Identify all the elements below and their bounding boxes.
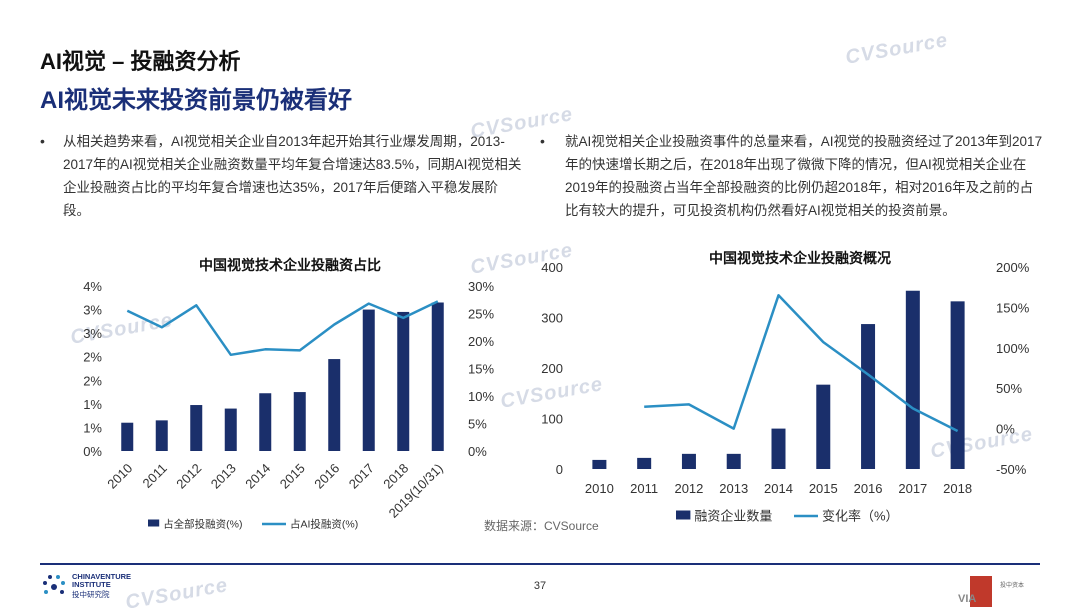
x-tick-label: 2018 [380, 461, 411, 492]
y-left-tick-label: 200 [541, 361, 563, 376]
y-right-tick-label: 15% [468, 362, 494, 377]
x-tick-label: 2010 [585, 481, 614, 496]
bullet-marker: • [540, 133, 545, 149]
bar [397, 311, 410, 451]
x-tick-label: 2012 [674, 481, 703, 496]
y-left-tick-label: 4% [83, 279, 102, 294]
footer-divider [40, 563, 1040, 565]
y-left-tick-label: 2% [83, 373, 102, 388]
x-tick-label: 2017 [346, 461, 377, 492]
y-left-tick-label: 300 [541, 311, 563, 326]
legend-bar-swatch [148, 519, 160, 527]
chart-right: 0 100 200 300 400 -50% 0% 50% 100% 150% 200% 2010 20… [541, 260, 1030, 524]
y-left-tick-label: 2% [83, 350, 102, 365]
y-right-tick-label: 0% [468, 444, 487, 459]
y-left-tick-label: 100 [541, 412, 563, 427]
y-left-tick-label: 1% [83, 397, 102, 412]
bar [905, 290, 920, 469]
chart-title-left: 中国视觉技术企业投融资占比 [199, 257, 381, 273]
source-note: 数据来源：CVSource [484, 519, 599, 533]
bar [771, 428, 786, 469]
legend-label: 占全部投融资(%) [163, 517, 242, 530]
bar [637, 457, 652, 469]
x-tick-label: 2014 [764, 481, 793, 496]
bar [155, 420, 168, 451]
bar [681, 453, 696, 469]
y-right-tick-label: 20% [468, 334, 494, 349]
watermark: CVSource [843, 29, 950, 69]
bar [592, 459, 607, 469]
bar [431, 302, 444, 451]
bar [293, 392, 306, 451]
chart-title-right: 中国视觉技术企业投融资概况 [709, 250, 891, 266]
y-left-tick-label: 0 [556, 462, 563, 477]
bullet-text-left: 从相关趋势来看，AI视觉相关企业自2013年起开始其行业爆发周期，2013-20… [63, 134, 522, 218]
logo-text-cn: 投中研究院 [72, 590, 110, 599]
y-left-tick-label: 0% [83, 444, 102, 459]
chinaventure-logo-icon [43, 575, 65, 594]
page-title: AI视觉 – 投融资分析 [40, 49, 241, 74]
page-subtitle: AI视觉未来投资前景仍被看好 [40, 87, 352, 114]
x-tick-label: 2014 [242, 461, 273, 492]
x-tick-label: 2015 [277, 461, 308, 492]
y-right-tick-label: 100% [996, 341, 1030, 356]
chart-left: 0%1%1%2%2%3%3%4%0%5%10%15%20%25%30%2010 2… [83, 279, 494, 530]
legend-label: 融资企业数量 [694, 509, 772, 524]
bar [816, 384, 831, 469]
via-logo-cn: 投中资本 [1000, 583, 1025, 589]
y-left-tick-label: 3% [83, 326, 102, 341]
bar [328, 359, 341, 451]
x-tick-label: 2012 [173, 461, 204, 492]
y-right-tick-label: 0% [996, 422, 1015, 437]
bullet-marker: • [40, 133, 45, 149]
page-number: 37 [533, 580, 547, 592]
legend-label: 占AI投融资(%) [290, 517, 358, 530]
bar [950, 301, 965, 469]
y-right-tick-label: 30% [468, 279, 494, 294]
x-tick-label: 2011 [139, 461, 169, 491]
x-tick-label: 2013 [208, 461, 239, 492]
x-tick-label: 2016 [311, 461, 342, 492]
y-left-tick-label: 1% [83, 420, 102, 435]
y-right-tick-label: 150% [996, 300, 1030, 315]
legend-label: 变化率（%） [822, 509, 899, 524]
x-tick-label: 2015 [809, 481, 838, 496]
x-tick-label: 2016 [854, 481, 883, 496]
series-line [126, 300, 439, 357]
logo-text-2: INSTITUTE [72, 580, 111, 589]
series-line [644, 294, 959, 433]
via-logo-text: VIA [958, 593, 977, 605]
y-right-tick-label: -50% [996, 462, 1027, 477]
bar [726, 453, 741, 469]
bar [861, 324, 876, 469]
x-tick-label: 2011 [630, 481, 658, 496]
x-tick-label: 2013 [719, 481, 748, 496]
legend-bar-swatch [676, 510, 691, 520]
logo-text-1: CHINAVENTURE [72, 572, 132, 581]
x-tick-label: 2018 [943, 481, 972, 496]
bar [121, 422, 134, 451]
y-right-tick-label: 50% [996, 381, 1022, 396]
y-right-tick-label: 5% [468, 417, 487, 432]
x-tick-label: 2010 [104, 461, 135, 492]
x-tick-label: 2017 [898, 481, 927, 496]
y-right-tick-label: 10% [468, 389, 494, 404]
bullet-text-right: 就AI视觉相关企业投融资事件的总量来看，AI视觉的投融资经过了2013年到201… [565, 134, 1043, 218]
y-left-tick-label: 3% [83, 303, 102, 318]
bar [224, 408, 237, 451]
via-logo-box [970, 576, 992, 607]
y-right-tick-label: 25% [468, 307, 494, 322]
bar [259, 393, 272, 451]
y-right-tick-label: 200% [996, 260, 1030, 275]
bar [362, 309, 375, 451]
y-left-tick-label: 400 [541, 260, 563, 275]
bar [190, 405, 203, 451]
